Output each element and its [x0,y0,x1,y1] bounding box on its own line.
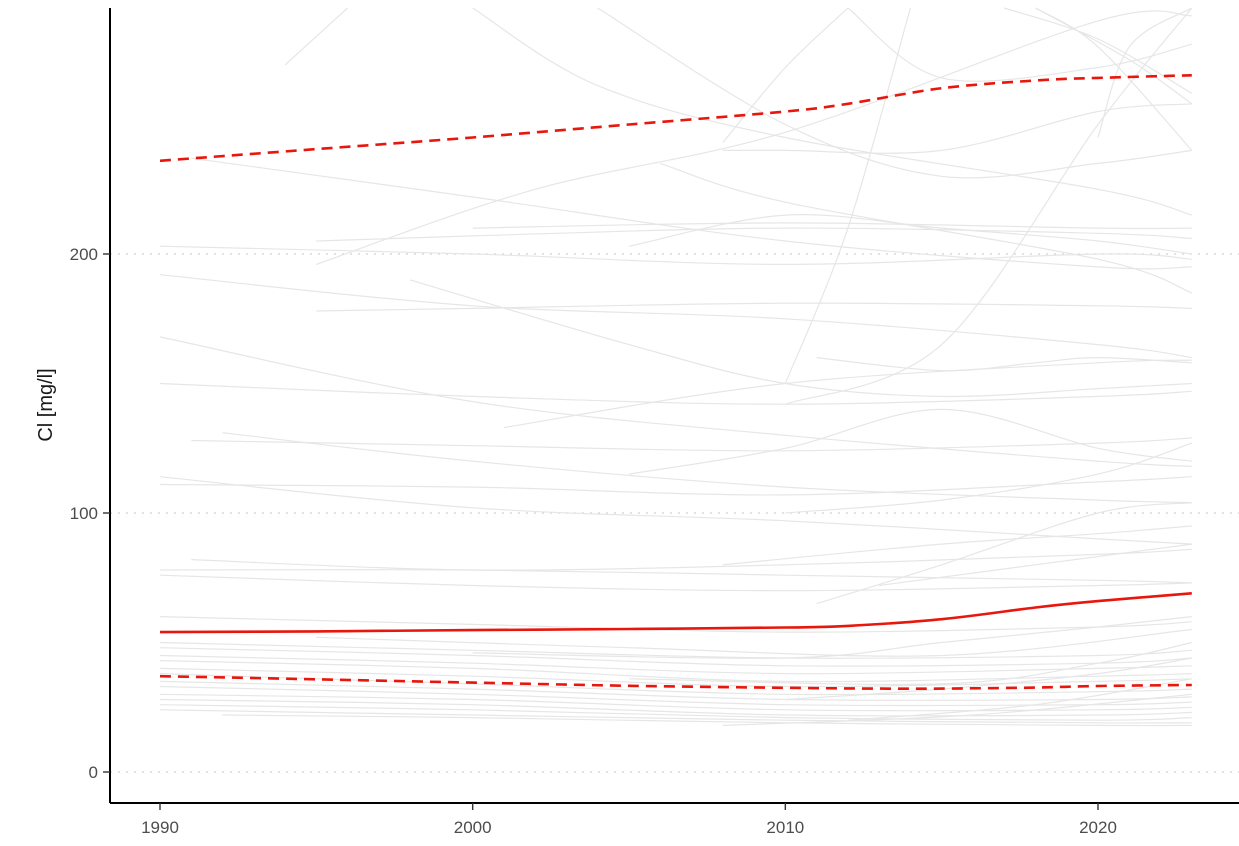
individual-series-line-53 [316,628,1192,657]
individual-series-line-9 [159,476,1192,545]
individual-series-line-28 [785,7,1193,405]
individual-series-line-38 [816,502,1192,605]
individual-series-line-25 [628,214,1192,255]
individual-series-line-37 [722,525,1192,566]
individual-series-line-49 [159,698,1192,717]
individual-series-line-29 [847,7,1192,82]
individual-series-line-32 [1097,7,1193,138]
individual-series-line-40 [159,641,1192,659]
individual-series-line-2 [191,157,1192,270]
individual-series-line-46 [159,680,1192,701]
individual-series-line-7 [191,437,1192,452]
individual-series-line-19 [503,359,1192,429]
individual-series-group [159,7,1193,727]
x-tick-label-1990: 1990 [141,818,179,837]
individual-series-line-1 [284,7,349,66]
individual-series-line-51 [159,709,1192,724]
individual-series-line-52 [222,714,1192,727]
individual-series-line-27 [816,356,1192,372]
individual-series-line-18 [409,279,1192,398]
x-tick-label-2000: 2000 [454,818,492,837]
y-axis-title: Cl [mg/l] [35,368,57,441]
y-tick-label-100: 100 [70,504,98,523]
individual-series-line-33 [1035,7,1193,105]
individual-series-line-12 [159,574,1192,592]
individual-series-line-57 [722,693,1192,726]
summary-series-group [159,74,1192,691]
individual-series-line-16 [316,227,1192,242]
individual-series-line-6 [159,382,1192,405]
y-tick-label-200: 200 [70,245,98,264]
individual-series-line-10 [159,476,1192,496]
axes [109,8,1239,804]
individual-series-line-34 [472,222,1192,230]
x-tick-label-2010: 2010 [766,818,804,837]
x-tick-label-2020: 2020 [1079,818,1117,837]
gridlines [110,253,1239,773]
individual-series-line-43 [159,660,1192,683]
individual-series-line-24 [660,162,1193,294]
individual-series-line-8 [222,432,1192,504]
individual-series-line-13 [191,548,1192,571]
y-axis-ticks: 0 100 200 [70,245,110,782]
dashed-summary-line-3 [159,674,1192,691]
individual-series-line-55 [628,641,1192,686]
dashed-summary-line-2 [159,74,1192,163]
individual-series-line-44 [159,667,1192,688]
individual-series-line-48 [159,693,1192,712]
individual-series-line-39 [879,543,1192,587]
individual-series-line-17 [316,302,1192,312]
individual-series-line-23 [722,103,1192,154]
individual-series-line-11 [159,569,1192,584]
individual-series-line-42 [159,654,1192,675]
individual-series-line-3 [159,245,1192,266]
individual-series-line-56 [785,657,1192,701]
individual-series-line-22 [722,7,849,143]
individual-series-line-35 [628,408,1192,475]
solid-summary-line-1 [159,592,1192,634]
individual-series-line-50 [159,704,1192,721]
individual-series-line-54 [472,616,1192,659]
individual-series-line-20 [472,7,1192,216]
individual-series-line-15 [316,10,1192,265]
individual-series-line-45 [159,673,1192,696]
individual-series-line-4 [159,274,1192,359]
individual-series-line-47 [159,685,1192,707]
individual-series-line-5 [159,336,1192,467]
x-axis-ticks: 1990 2000 2010 2020 [141,803,1117,837]
individual-series-line-26 [784,7,911,384]
individual-series-line-36 [785,442,1192,514]
y-tick-label-0: 0 [89,763,98,782]
individual-series-line-30 [1004,7,1193,94]
individual-series-line-21 [597,7,1192,179]
